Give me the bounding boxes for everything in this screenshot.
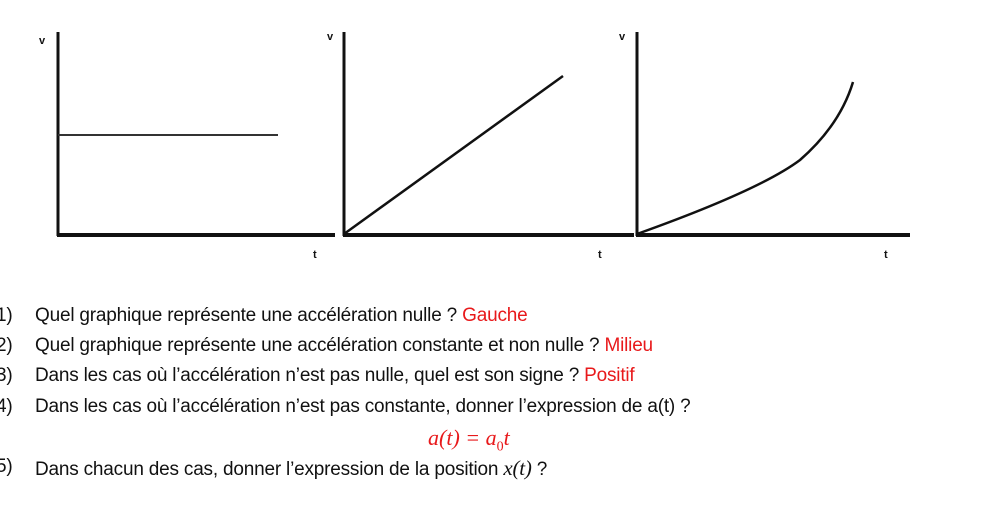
convex-velocity-curve <box>636 81 855 236</box>
velocity-time-graphs: v t v t v t <box>39 31 910 261</box>
graph-left <box>56 32 335 237</box>
math-expression: x(t) <box>503 456 532 480</box>
question-text: Dans les cas où l’accélération n’est pas… <box>35 365 580 386</box>
question-number: 3) <box>0 365 13 386</box>
question-number: 4) <box>0 396 13 417</box>
formula-lhs: a(t) = a <box>428 425 497 450</box>
formula-subscript: 0 <box>496 439 504 455</box>
x-axis-label: t <box>313 249 317 261</box>
formula-rhs: t <box>503 425 510 450</box>
question-suffix: ? <box>531 459 548 480</box>
question-text: Dans chacun des cas, donner l’expression… <box>35 459 499 480</box>
linear-velocity-line <box>343 74 564 236</box>
question-number: 2) <box>0 335 13 356</box>
x-axis-label: t <box>884 249 888 261</box>
y-axis-label: v <box>39 35 46 47</box>
graph-right <box>635 32 910 237</box>
answer: Gauche <box>462 305 528 326</box>
x-axis-label: t <box>598 249 602 261</box>
y-axis-label: v <box>327 31 334 43</box>
question-line: Quel graphique représente une accélérati… <box>35 335 653 357</box>
question-text: Quel graphique représente une accélérati… <box>35 305 458 326</box>
graph-middle <box>342 32 634 237</box>
answer: Positif <box>584 365 635 386</box>
question-number: 1) <box>0 305 13 326</box>
question-number: 5) <box>0 456 13 477</box>
answer: Milieu <box>604 335 654 356</box>
question-text: Quel graphique représente une accélérati… <box>35 335 600 356</box>
question-text: Dans les cas où l’accélération n’est pas… <box>35 396 691 417</box>
y-axis-label: v <box>619 31 626 43</box>
question-line: Quel graphique représente une accélérati… <box>35 305 528 327</box>
answer-formula: a(t) = a0t <box>428 425 510 455</box>
question-line: Dans les cas où l’accélération n’est pas… <box>35 365 635 387</box>
question-line: Dans chacun des cas, donner l’expression… <box>35 456 547 481</box>
